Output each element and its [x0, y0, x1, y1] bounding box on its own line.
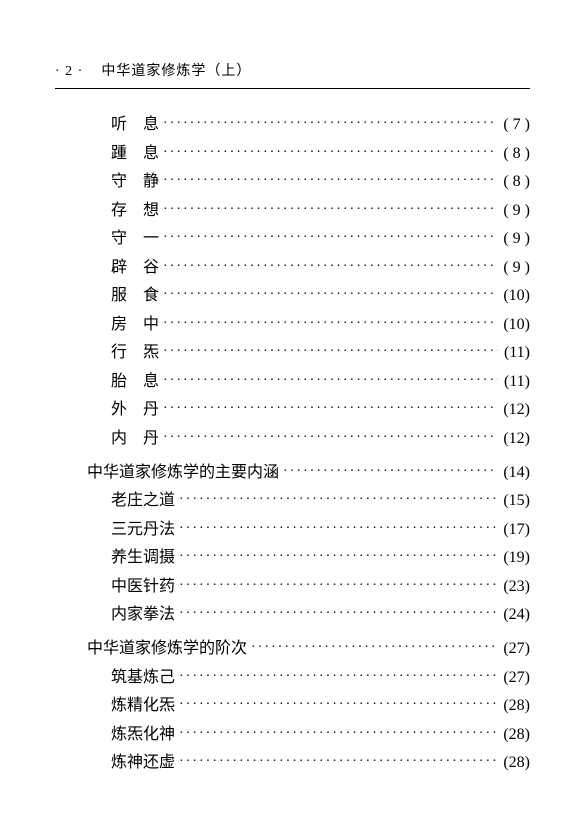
toc-entry: 服 食 (10) [55, 288, 530, 304]
toc-entry: 胎 息 (11) [55, 374, 530, 390]
toc-entry: 行 炁 (11) [55, 345, 530, 361]
toc-entry-page: ( 9 ) [497, 203, 530, 219]
dot-leader [283, 465, 497, 479]
dot-leader [179, 670, 497, 684]
dot-leader [179, 550, 497, 564]
toc-entry-label: 听 息 [111, 117, 163, 133]
toc-entry-label: 炼神还虚 [111, 755, 179, 771]
toc-entry-page: ( 8 ) [497, 146, 530, 162]
dot-leader [251, 641, 497, 655]
toc-entry-label: 外 丹 [111, 402, 163, 418]
dot-leader [179, 522, 497, 536]
toc-entry-page: ( 7 ) [497, 117, 530, 133]
toc-entry: 房 中 (10) [55, 317, 530, 333]
dot-leader [179, 698, 497, 712]
dot-leader [179, 493, 497, 507]
toc-entry-label: 内 丹 [111, 431, 163, 447]
dot-leader [163, 317, 497, 331]
toc-entry-page: (15) [497, 493, 530, 509]
toc-entry: 炼炁化神 (28) [55, 727, 530, 743]
toc-entry-page: ( 9 ) [497, 260, 530, 276]
toc-entry: 养生调摄 (19) [55, 550, 530, 566]
toc-entry: 筑基炼己 (27) [55, 670, 530, 686]
toc-entry-label: 踵 息 [111, 146, 163, 162]
toc-entry-label: 内家拳法 [111, 607, 179, 623]
toc-entry-page: (28) [497, 755, 530, 771]
dot-leader [163, 431, 497, 445]
toc-entry: 中医针药 (23) [55, 579, 530, 595]
toc-entry-label: 养生调摄 [111, 550, 179, 566]
toc-entry: 内 丹 (12) [55, 431, 530, 447]
toc-entry: 内家拳法 (24) [55, 607, 530, 623]
dot-leader [163, 117, 497, 131]
toc-entry-label: 老庄之道 [111, 493, 179, 509]
toc-entry-page: ( 9 ) [497, 231, 530, 247]
toc-entry-page: (19) [497, 550, 530, 566]
toc-entry-label: 炼精化炁 [111, 698, 179, 714]
toc-entry-page: (11) [498, 374, 530, 390]
toc-entry-page: (17) [497, 522, 530, 538]
toc-entry-label: 中华道家修炼学的主要内涵 [87, 465, 283, 481]
running-header: · 2 · 中华道家修炼学（上） [55, 60, 530, 80]
toc-entry-page: (24) [497, 607, 530, 623]
dot-leader [179, 727, 497, 741]
toc-entry: 听 息 ( 7 ) [55, 117, 530, 133]
dot-leader [179, 579, 497, 593]
toc-entry: 守 静 ( 8 ) [55, 174, 530, 190]
toc-entry-page: (12) [497, 402, 530, 418]
dot-leader [179, 755, 497, 769]
toc-entry-label: 房 中 [111, 317, 163, 333]
header-page-marker: · 2 · [55, 64, 83, 79]
toc-entry-label: 炼炁化神 [111, 727, 179, 743]
toc-entry-page: (10) [497, 288, 530, 304]
toc-entry-label: 中医针药 [111, 579, 179, 595]
dot-leader [163, 345, 498, 359]
toc-entry: 辟 谷 ( 9 ) [55, 260, 530, 276]
toc-entry-page: (28) [497, 698, 530, 714]
toc-entry-label: 胎 息 [111, 374, 163, 390]
toc-entry-page: ( 8 ) [497, 174, 530, 190]
toc-entry: 老庄之道 (15) [55, 493, 530, 509]
toc-entry-label: 辟 谷 [111, 260, 163, 276]
toc-entry: 存 想 ( 9 ) [55, 203, 530, 219]
toc-entry-page: (11) [498, 345, 530, 361]
header-rule [55, 88, 530, 89]
toc-entry-page: (12) [497, 431, 530, 447]
toc-entry-page: (10) [497, 317, 530, 333]
toc-entry-label: 存 想 [111, 203, 163, 219]
toc-entry-page: (23) [497, 579, 530, 595]
dot-leader [163, 288, 497, 302]
toc-entry-label: 中华道家修炼学的阶次 [87, 641, 251, 657]
dot-leader [179, 607, 497, 621]
toc-entry-page: (14) [497, 465, 530, 481]
toc-entry-label: 筑基炼己 [111, 670, 179, 686]
toc-entry: 中华道家修炼学的阶次 (27) [55, 641, 530, 657]
toc-entry: 外 丹 (12) [55, 402, 530, 418]
toc-entry: 炼精化炁 (28) [55, 698, 530, 714]
toc-entry-page: (28) [497, 727, 530, 743]
toc-entry: 踵 息 ( 8 ) [55, 146, 530, 162]
dot-leader [163, 402, 497, 416]
toc-entry-page: (27) [497, 670, 530, 686]
dot-leader [163, 174, 497, 188]
toc-entry-label: 守 一 [111, 231, 163, 247]
toc-body: 听 息 ( 7 ) 踵 息 ( 8 ) 守 静 ( 8 ) 存 想 ( 9 ) 守 一 ( 9 )… [55, 117, 530, 771]
toc-entry-label: 行 炁 [111, 345, 163, 361]
toc-entry: 中华道家修炼学的主要内涵 (14) [55, 465, 530, 481]
toc-entry-label: 守 静 [111, 174, 163, 190]
toc-entry: 三元丹法 (17) [55, 522, 530, 538]
dot-leader [163, 231, 497, 245]
dot-leader [163, 374, 498, 388]
toc-entry-page: (27) [497, 641, 530, 657]
dot-leader [163, 260, 497, 274]
toc-entry: 守 一 ( 9 ) [55, 231, 530, 247]
header-book-title: 中华道家修炼学（上） [101, 64, 251, 79]
page-container: · 2 · 中华道家修炼学（上） 听 息 ( 7 ) 踵 息 ( 8 ) 守 静 ( 8 … [0, 0, 585, 824]
dot-leader [163, 146, 497, 160]
dot-leader [163, 203, 497, 217]
toc-entry: 炼神还虚 (28) [55, 755, 530, 771]
toc-entry-label: 服 食 [111, 288, 163, 304]
toc-entry-label: 三元丹法 [111, 522, 179, 538]
